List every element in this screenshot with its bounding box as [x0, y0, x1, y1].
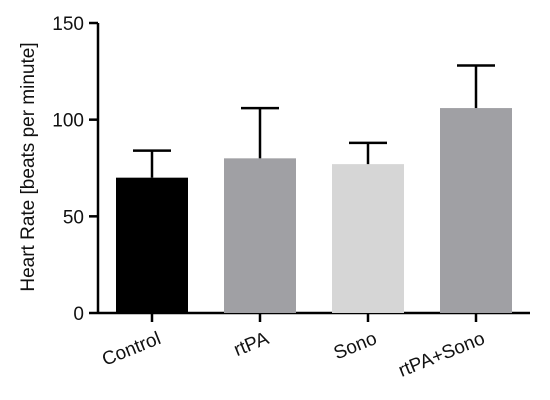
- bar-sono: [332, 164, 404, 313]
- bar-rtpa: [224, 158, 296, 313]
- y-tick-label: 100: [52, 111, 84, 132]
- x-tick-label: Sono: [331, 328, 380, 364]
- x-tick-label: rtPA+Sono: [396, 328, 488, 382]
- bar-rtpa-sono: [440, 108, 512, 313]
- x-tick-label: rtPA: [231, 328, 272, 361]
- x-tick-label: Control: [99, 328, 164, 370]
- error-bars: [133, 64, 495, 178]
- y-tick-label: 0: [73, 304, 84, 325]
- y-axis-title: Heart Rate [beats per minute]: [18, 42, 39, 291]
- y-tick-label: 150: [52, 14, 84, 35]
- bars: [116, 108, 512, 313]
- bar-control: [116, 177, 188, 313]
- y-ticks: 0 50 100 150: [52, 14, 98, 325]
- y-tick-label: 50: [63, 207, 84, 228]
- x-ticks: Control rtPA Sono rtPA+Sono: [99, 313, 488, 382]
